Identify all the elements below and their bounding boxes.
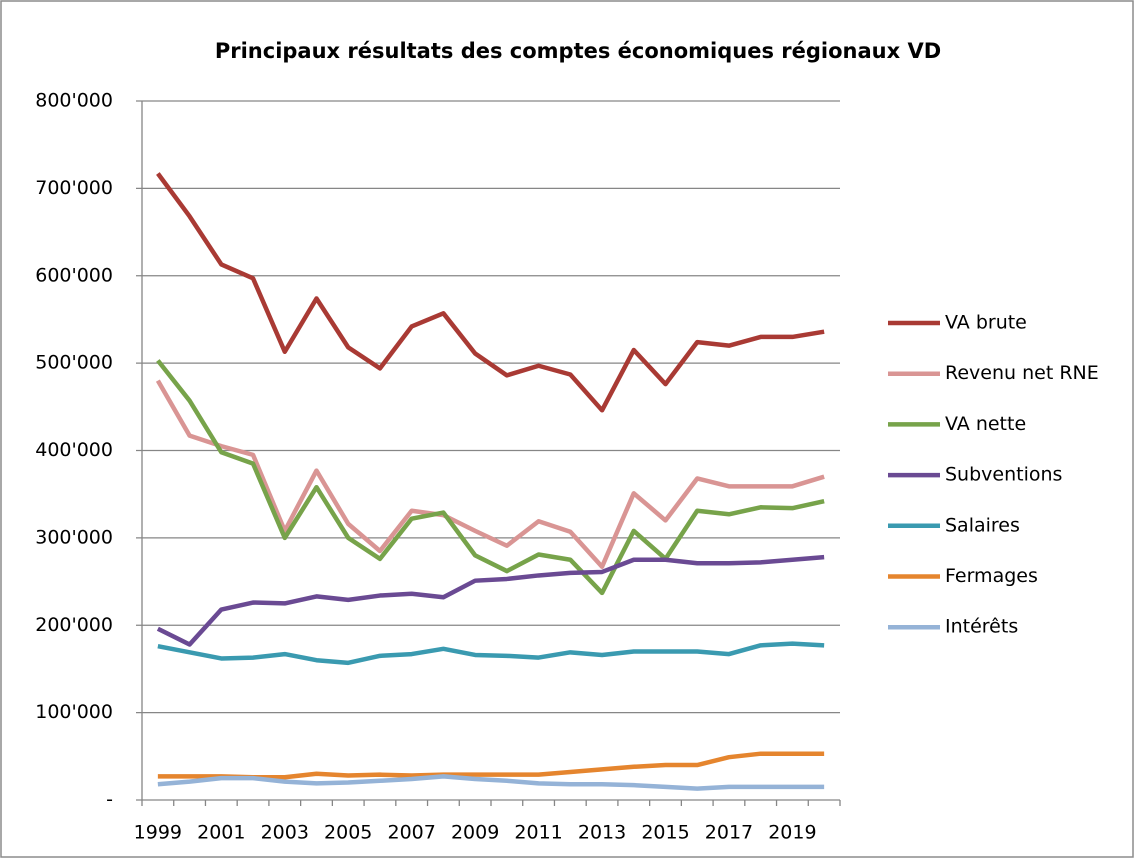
x-tick-label: 2013 (578, 822, 626, 844)
x-tick-label: 2015 (641, 822, 689, 844)
x-tick-label: 2009 (451, 822, 499, 844)
y-tick-label: 700'000 (35, 177, 113, 199)
x-tick-label: 2007 (388, 822, 436, 844)
x-tick-label: 2005 (324, 822, 372, 844)
legend-label: Fermages (945, 565, 1038, 587)
y-tick-label: 200'000 (35, 614, 113, 636)
series-line (156, 359, 825, 596)
legend-label: VA brute (945, 312, 1027, 334)
y-tick-label: 100'000 (35, 701, 113, 723)
x-tick-label: 1999 (134, 822, 182, 844)
y-tick-label: 300'000 (35, 526, 113, 548)
series-line (157, 641, 825, 666)
legend-label: Intérêts (945, 616, 1018, 638)
x-tick-label: 2011 (514, 822, 562, 844)
y-tick-label: 400'000 (35, 439, 113, 461)
y-tick-label: 500'000 (35, 352, 113, 374)
x-tick-label: 2001 (197, 822, 245, 844)
legend-label: VA nette (945, 413, 1026, 435)
legend-label: Subventions (945, 464, 1062, 486)
chart-title: Principaux résultats des comptes économi… (215, 39, 941, 63)
series-line (157, 774, 825, 791)
series-line (156, 554, 825, 647)
series-line (156, 172, 825, 413)
legend-label: Revenu net RNE (945, 362, 1099, 384)
x-tick-label: 2019 (768, 822, 816, 844)
y-tick-label: 800'000 (35, 90, 113, 112)
x-tick-label: 2017 (705, 822, 753, 844)
x-tick-label: 2003 (261, 822, 309, 844)
legend-label: Salaires (945, 514, 1020, 536)
series-line (157, 751, 825, 780)
y-tick-label: 600'000 (35, 264, 113, 286)
y-tick-label: - (106, 789, 113, 811)
series-line (155, 379, 825, 569)
